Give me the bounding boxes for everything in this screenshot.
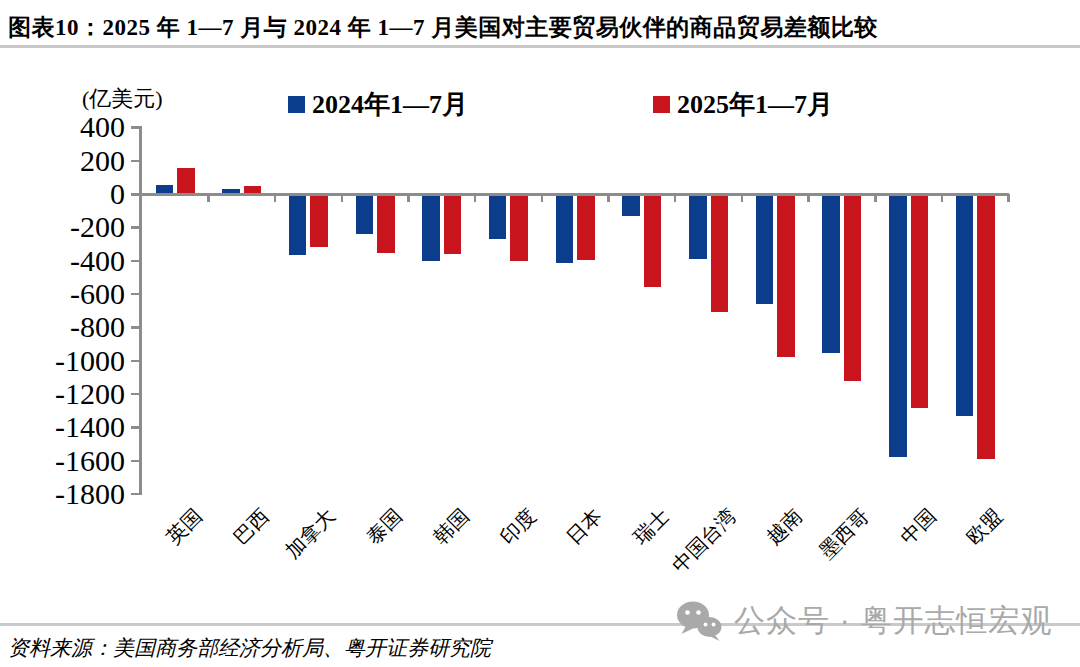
x-axis-tick: [1007, 194, 1010, 202]
watermark: 公众号 · 粤开志恒宏观: [676, 598, 1053, 644]
x-axis-tick: [541, 194, 544, 202]
x-axis-category-label: 越南: [761, 503, 808, 550]
y-axis-tick-label: -1800: [25, 478, 125, 510]
x-axis-tick: [474, 194, 477, 202]
bar: [644, 194, 662, 287]
bar: [911, 194, 929, 408]
x-axis-category-label: 墨西哥: [814, 503, 876, 565]
y-axis-tick-label: -1200: [25, 378, 125, 410]
y-axis-line: [139, 126, 142, 495]
x-axis-tick: [674, 194, 677, 202]
x-axis-tick: [807, 194, 810, 202]
y-axis-tick-label: -200: [25, 211, 125, 243]
x-axis-category-label: 加拿大: [280, 503, 342, 565]
bar: [622, 194, 640, 216]
figure: 图表10：2025 年 1—7 月与 2024 年 1—7 月美国对主要贸易伙伴…: [0, 0, 1080, 667]
y-axis-tick-label: -400: [25, 245, 125, 277]
x-axis-tick: [341, 194, 344, 202]
bar: [822, 194, 840, 353]
bar: [777, 194, 795, 357]
watermark-text: 公众号 · 粤开志恒宏观: [734, 600, 1053, 642]
bar: [577, 194, 595, 260]
x-axis-category-label: 英国: [161, 503, 208, 550]
x-axis-category-label: 泰国: [361, 503, 408, 550]
x-axis-tick: [207, 194, 210, 202]
bar: [689, 194, 707, 259]
y-axis-tick-label: 400: [25, 111, 125, 143]
plot-area: 4002000-200-400-600-800-1000-1200-1400-1…: [0, 0, 1080, 667]
bar: [556, 194, 574, 263]
x-axis-tick: [274, 194, 277, 202]
x-axis-category-label: 中国台湾: [666, 503, 742, 579]
bar: [977, 194, 995, 459]
source-note: 资料来源：美国商务部经济分析局、粤开证券研究院: [8, 634, 491, 662]
bar: [956, 194, 974, 416]
y-axis-tick-label: -800: [25, 311, 125, 343]
bar: [711, 194, 729, 312]
x-axis-category-label: 印度: [494, 503, 541, 550]
bar: [422, 194, 440, 261]
x-axis-tick: [407, 194, 410, 202]
bar: [310, 194, 328, 247]
bar: [756, 194, 774, 304]
bar: [889, 194, 907, 457]
x-axis-category-label: 巴西: [227, 503, 274, 550]
bar: [289, 194, 307, 255]
x-axis-tick: [874, 194, 877, 202]
y-axis-tick-label: -1400: [25, 411, 125, 443]
bar: [356, 194, 374, 234]
x-axis-tick: [607, 194, 610, 202]
bar: [444, 194, 462, 254]
y-axis-tick-label: -1600: [25, 445, 125, 477]
bar: [844, 194, 862, 381]
wechat-icon: [676, 600, 722, 642]
x-axis-category-label: 韩国: [428, 503, 475, 550]
bar: [377, 194, 395, 253]
y-axis-tick-label: -1000: [25, 345, 125, 377]
bar: [177, 168, 195, 194]
x-axis-tick: [941, 194, 944, 202]
x-axis-category-label: 日本: [561, 503, 608, 550]
y-axis-tick-label: 0: [25, 178, 125, 210]
x-axis-category-label: 瑞士: [628, 503, 675, 550]
bar: [510, 194, 528, 261]
y-axis-tick-label: 200: [25, 145, 125, 177]
y-axis-tick-label: -600: [25, 278, 125, 310]
x-axis-category-label: 欧盟: [961, 503, 1008, 550]
bar: [489, 194, 507, 239]
x-axis-category-label: 中国: [894, 503, 941, 550]
x-axis-tick: [741, 194, 744, 202]
x-axis-line: [139, 193, 1009, 196]
